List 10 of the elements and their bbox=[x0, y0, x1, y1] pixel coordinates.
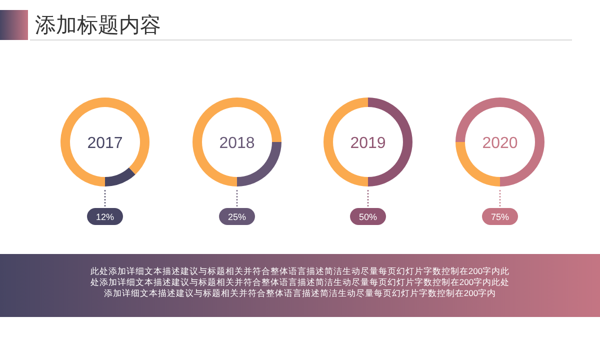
text: 2019 bbox=[350, 135, 386, 152]
text: 2017 bbox=[87, 135, 123, 152]
text: 此处添加详细文本描述建议与标题相关并符合整体语言描述简洁生动尽量每页幻灯片字数控制在200字内此处添加详细文本描述建议与标题相关并符合整体语言描述简洁生动尽量每页幻灯片字数控制在200字内此处添加详细文本描述建议与标题相关并符合整体语言描述简洁生动尽量每页幻灯片字数控制在200字内 bbox=[89, 266, 511, 299]
data-label: 50% bbox=[358, 212, 378, 222]
data-label: 75% bbox=[490, 212, 510, 222]
data-label: 25% bbox=[228, 212, 246, 222]
data-label: 12% bbox=[96, 212, 114, 222]
text: 2018 bbox=[219, 135, 255, 152]
text: 2020 bbox=[482, 135, 518, 152]
text: 添加标题内容 bbox=[35, 14, 161, 37]
